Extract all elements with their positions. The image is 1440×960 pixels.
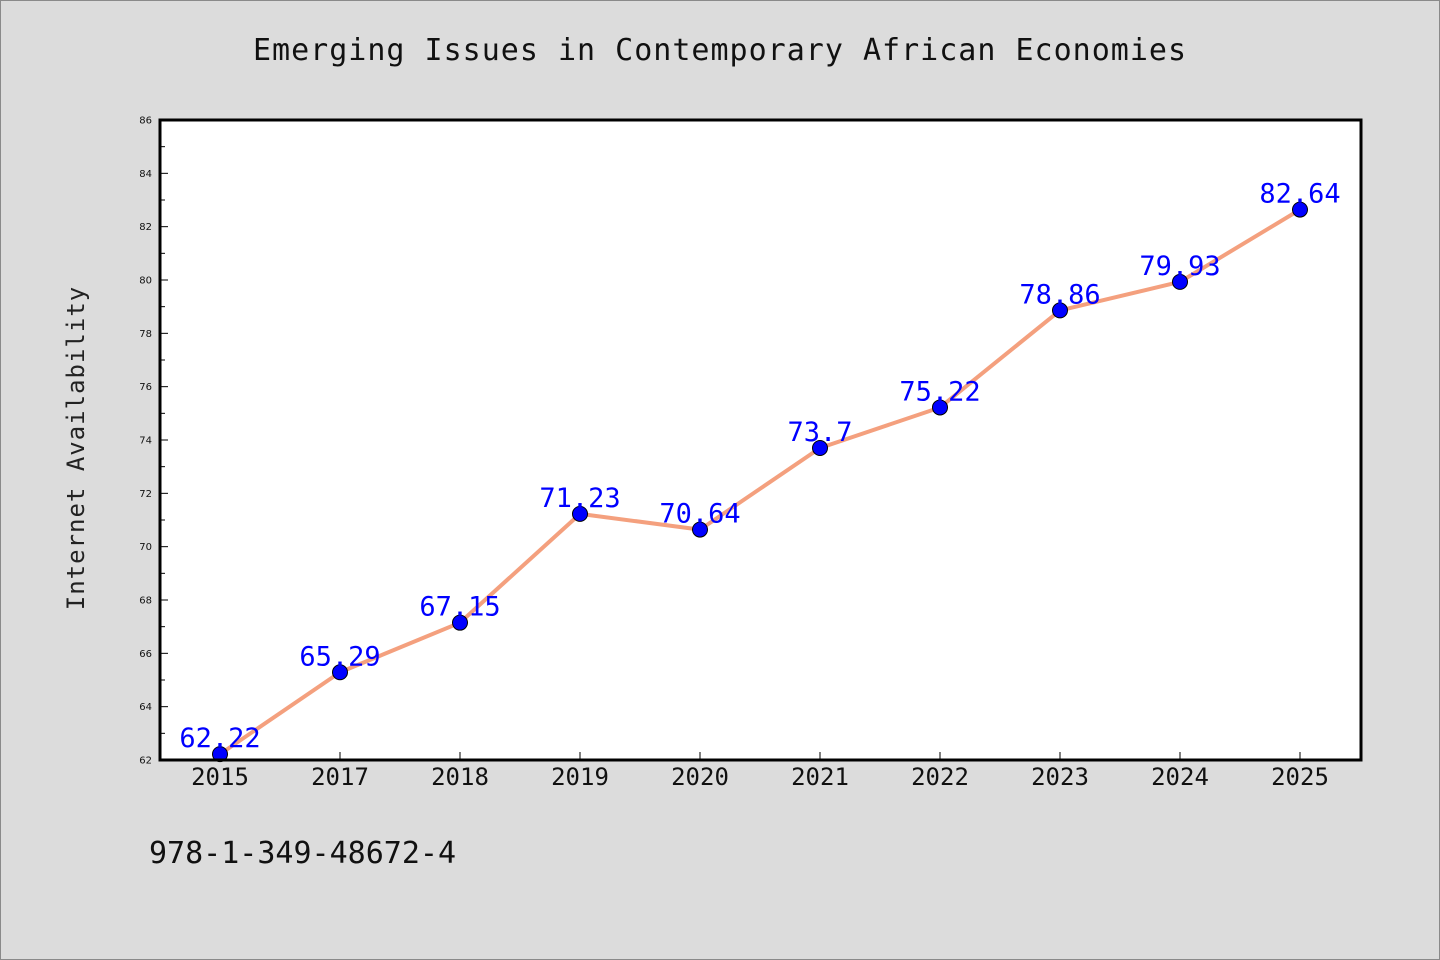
x-tick-label: 2018: [431, 763, 489, 791]
y-tick-label: 82: [139, 222, 152, 233]
data-label: 75.22: [899, 376, 980, 407]
data-point: [212, 746, 228, 763]
data-label: 62.22: [179, 723, 260, 754]
x-tick-label: 2019: [551, 763, 609, 791]
x-tick-label: 2015: [191, 763, 249, 791]
data-label: 67.15: [419, 592, 500, 623]
data-point: [452, 614, 468, 631]
y-tick-label: 78: [139, 329, 152, 340]
data-point: [692, 521, 708, 538]
y-tick-label: 80: [139, 276, 152, 287]
data-label: 82.64: [1259, 179, 1340, 210]
data-label: 78.86: [1019, 279, 1100, 310]
y-tick-label: 64: [139, 702, 152, 713]
x-tick-label: 2024: [1151, 763, 1209, 791]
data-label: 65.29: [299, 641, 380, 672]
x-tick-label: 2021: [791, 763, 849, 791]
y-tick-label: 70: [139, 542, 152, 553]
data-label: 71.23: [539, 483, 620, 514]
data-point: [932, 399, 948, 416]
x-tick-label: 2022: [911, 763, 969, 791]
data-label: 79.93: [1139, 251, 1220, 282]
y-tick-label: 76: [139, 382, 152, 393]
y-tick-label: 66: [139, 649, 152, 660]
data-point: [812, 440, 828, 456]
y-tick-label: 74: [139, 436, 152, 447]
y-tick-label: 84: [139, 169, 152, 180]
series-line: [218, 207, 1302, 757]
y-tick-label: 72: [139, 489, 152, 500]
data-point: [332, 664, 348, 681]
plot-area: [160, 120, 1361, 760]
chart-title: Emerging Issues in Contemporary African …: [252, 33, 1187, 68]
data-point: [572, 505, 588, 522]
data-label: 70.64: [659, 499, 740, 530]
data-point: [1172, 273, 1188, 290]
x-tick-label: 2025: [1271, 763, 1329, 791]
y-tick-label: 68: [139, 596, 152, 607]
plot-border: [158, 118, 1363, 762]
data-point: [1052, 302, 1068, 319]
data-point: [1292, 201, 1308, 218]
data-label: 73.7: [787, 417, 852, 448]
x-tick-label: 2017: [311, 763, 369, 791]
isbn-text: 978-1-349-48672-4: [149, 836, 457, 871]
y-tick-label: 86: [139, 116, 152, 127]
x-tick-label: 2023: [1031, 763, 1089, 791]
x-tick-label: 2020: [671, 763, 729, 791]
y-tick-label: 62: [139, 756, 152, 767]
